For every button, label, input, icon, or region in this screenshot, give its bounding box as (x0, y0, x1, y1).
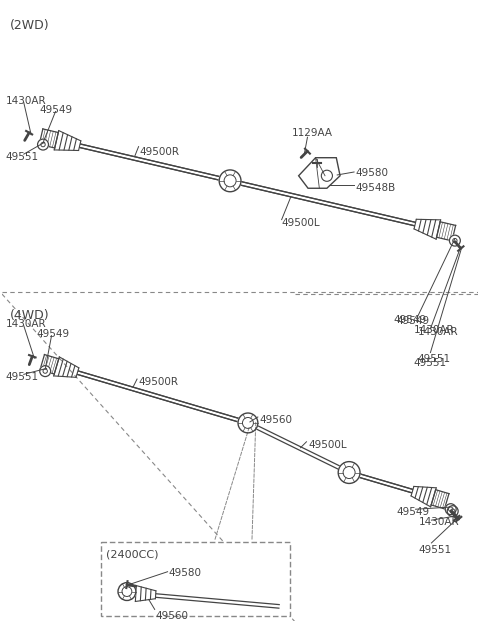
Circle shape (338, 462, 360, 484)
Text: 49500L: 49500L (309, 440, 347, 450)
Circle shape (118, 582, 136, 601)
Circle shape (40, 366, 51, 377)
Text: 1129AA: 1129AA (291, 128, 333, 138)
Text: 49500L: 49500L (282, 217, 320, 227)
Text: 49500R: 49500R (140, 147, 180, 157)
Text: 49549: 49549 (40, 104, 73, 114)
FancyBboxPatch shape (101, 542, 289, 616)
Text: (2WD): (2WD) (10, 19, 49, 32)
Text: 49500R: 49500R (138, 377, 178, 387)
Text: 1430AR: 1430AR (419, 517, 459, 527)
Text: 49551: 49551 (419, 545, 452, 555)
Text: 49549: 49549 (394, 315, 427, 325)
Text: 49549: 49549 (396, 316, 430, 326)
Text: 1430AR: 1430AR (414, 325, 454, 335)
Circle shape (445, 504, 456, 514)
Text: 1430AR: 1430AR (6, 319, 47, 329)
Text: 49560: 49560 (260, 415, 293, 425)
Circle shape (37, 139, 48, 150)
Text: 1430AR: 1430AR (418, 327, 458, 337)
Circle shape (449, 235, 460, 246)
Circle shape (219, 170, 241, 192)
Text: (2400CC): (2400CC) (106, 550, 158, 560)
Text: 49549: 49549 (36, 329, 70, 339)
Text: 49551: 49551 (418, 354, 451, 364)
Text: 49551: 49551 (6, 152, 39, 162)
Text: 49580: 49580 (168, 568, 202, 578)
Text: 49580: 49580 (355, 168, 388, 178)
Text: 1430AR: 1430AR (6, 96, 47, 106)
Text: 49560: 49560 (156, 611, 189, 621)
Text: 49551: 49551 (6, 372, 39, 382)
Text: 49551: 49551 (414, 359, 447, 369)
Circle shape (447, 506, 458, 517)
Text: 49548B: 49548B (355, 183, 396, 193)
Text: 49549: 49549 (396, 508, 430, 518)
Circle shape (238, 413, 258, 433)
Text: (4WD): (4WD) (10, 309, 49, 322)
